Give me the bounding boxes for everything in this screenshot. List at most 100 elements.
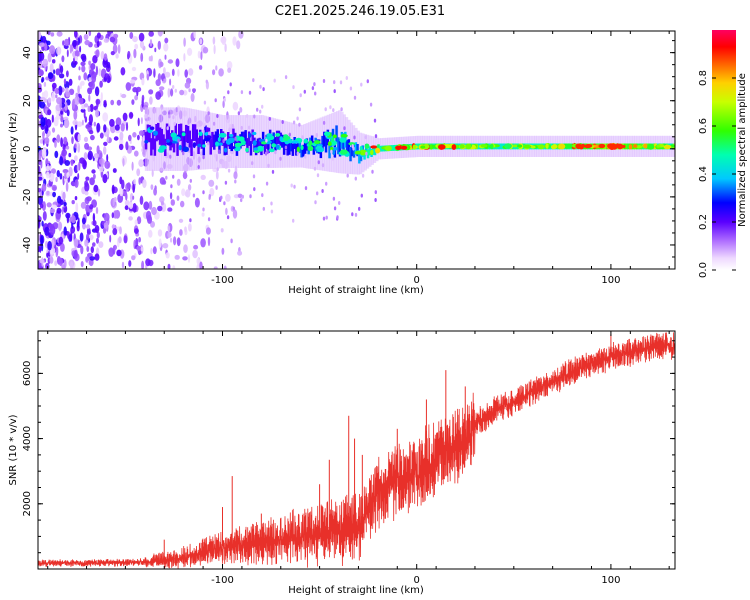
noise-speckle [187, 184, 192, 191]
band-blob [238, 136, 245, 142]
faint-point [241, 194, 244, 199]
noise-speckle [232, 36, 237, 46]
noise-speckle [218, 68, 224, 77]
faint-point [374, 198, 377, 202]
band-blob [459, 144, 465, 149]
noise-speckle [129, 79, 136, 84]
band-core [270, 137, 274, 151]
noise-speckle [56, 31, 63, 37]
noise-speckle [51, 59, 56, 64]
noise-speckle [142, 135, 146, 142]
noise-speckle [51, 168, 56, 174]
noise-speckle [196, 257, 201, 265]
noise-speckle [70, 232, 73, 242]
noise-speckle [111, 212, 115, 219]
noise-speckle [62, 169, 69, 174]
noise-speckle [85, 176, 90, 181]
noise-speckle [63, 136, 68, 145]
noise-speckle [53, 116, 59, 127]
noise-speckle [43, 90, 49, 99]
noise-speckle [164, 54, 167, 60]
noise-speckle [64, 160, 71, 166]
noise-speckle [170, 88, 174, 97]
noise-speckle [49, 172, 55, 182]
noise-speckle [46, 252, 49, 258]
faint-point [262, 87, 265, 92]
band-blob [225, 139, 232, 145]
noise-speckle [136, 86, 142, 93]
faint-point [374, 190, 377, 195]
spectrogram-xlabel: Height of straight line (km) [288, 285, 424, 296]
faint-point [311, 86, 315, 91]
noise-speckle [38, 165, 41, 175]
noise-speckle [159, 177, 166, 185]
band-blob [575, 144, 582, 149]
noise-speckle [103, 124, 107, 133]
band-core [218, 138, 221, 154]
noise-speckle [113, 33, 119, 39]
faint-point [299, 93, 302, 98]
spectrogram-panel: -100 0 100 -40 -20 0 20 40 Height of straight l… [8, 30, 676, 296]
noise-speckle [167, 263, 171, 269]
noise-speckle [66, 172, 70, 179]
noise-speckle [148, 31, 154, 37]
faint-point [248, 90, 252, 95]
noise-speckle [47, 240, 52, 251]
faint-point [205, 79, 208, 84]
noise-speckle [167, 88, 171, 98]
noise-speckle [182, 171, 188, 180]
band-core [213, 134, 216, 150]
noise-speckle [80, 53, 87, 61]
noise-speckle [200, 51, 203, 60]
noise-speckle [53, 69, 56, 75]
band-blob [622, 145, 626, 148]
band-core [627, 143, 630, 150]
band-core [186, 125, 190, 143]
noise-speckle [220, 36, 227, 44]
band-blob [324, 131, 330, 137]
band-core [324, 137, 328, 153]
noise-speckle [81, 119, 84, 126]
band-blob [333, 146, 338, 151]
noise-speckle [92, 242, 96, 247]
noise-speckle [39, 258, 45, 264]
band-blob [159, 145, 167, 150]
noise-speckle [152, 246, 157, 255]
band-blob [385, 145, 392, 152]
faint-point [273, 78, 276, 83]
noise-speckle [171, 68, 175, 76]
band-core [302, 144, 305, 157]
band-core [393, 145, 396, 151]
noise-speckle [74, 196, 78, 201]
noise-speckle [220, 228, 224, 233]
faint-point [232, 206, 235, 211]
band-blob [490, 143, 494, 150]
noise-speckle [39, 101, 46, 109]
noise-speckle [93, 184, 99, 193]
band-blob [197, 143, 202, 148]
faint-point [226, 215, 230, 220]
y-tick-label: -20 [22, 189, 33, 205]
noise-speckle [167, 59, 174, 64]
noise-speckle [213, 266, 218, 269]
faint-point [189, 218, 192, 223]
faint-point [331, 156, 335, 161]
noise-speckle [182, 256, 188, 261]
noise-speckle [78, 66, 81, 71]
noise-speckle [106, 134, 110, 143]
snr-panel: -100 0 100 2000 4000 6000 Height of straight … [8, 330, 676, 596]
faint-point [333, 80, 336, 85]
noise-speckle [175, 58, 180, 68]
band-blob [266, 133, 273, 138]
noise-speckle [40, 96, 46, 103]
noise-speckle [161, 201, 164, 206]
noise-speckle [39, 42, 45, 47]
noise-speckle [69, 261, 74, 269]
noise-speckle [236, 40, 241, 50]
noise-speckle [174, 254, 180, 260]
band-core [300, 145, 303, 158]
noise-speckle [129, 192, 134, 202]
faint-point [168, 111, 171, 116]
noise-speckle [103, 146, 107, 155]
noise-speckle [193, 31, 196, 39]
